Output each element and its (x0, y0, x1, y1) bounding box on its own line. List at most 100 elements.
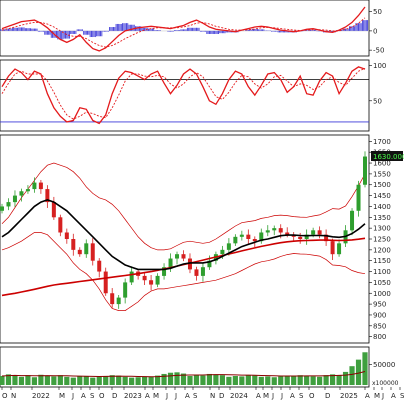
time-tick-label: M (153, 392, 159, 400)
price-tick-label: 900 (373, 311, 386, 319)
time-tick-label: D (112, 392, 117, 400)
candle-body (97, 260, 102, 272)
volume-bar (271, 377, 277, 385)
volume-bar (200, 375, 206, 385)
time-tick-label: D (219, 392, 224, 400)
candle-body (51, 202, 56, 218)
candle-body (239, 234, 244, 237)
price-tick-label: 950 (373, 301, 386, 309)
time-tick-label: S (299, 392, 304, 400)
time-tick-label: D (325, 392, 330, 400)
volume-bar (83, 376, 89, 385)
volume-bar (129, 377, 135, 385)
volume-bar (174, 372, 180, 385)
candle-body (45, 189, 50, 203)
volume-bar (304, 376, 310, 385)
candle-body (278, 228, 283, 233)
volume-bar (265, 376, 271, 385)
volume-bar (154, 375, 161, 385)
macd-line (1, 6, 366, 52)
time-tick-label: A (185, 392, 190, 400)
candle-body (298, 236, 303, 239)
candle-body (317, 230, 322, 235)
volume-bar (161, 373, 167, 385)
time-tick-label: M (374, 392, 380, 400)
candle-body (90, 243, 95, 261)
stochastic-tick-label: 50 (373, 97, 382, 105)
time-tick-label: S (90, 392, 95, 400)
bollinger-lower-band (1, 232, 366, 311)
volume-bar (219, 375, 225, 385)
volume-plot (0, 352, 368, 385)
candle-body (64, 232, 69, 239)
last-price-label: 1630.000 (371, 151, 404, 161)
candle-body (149, 280, 154, 285)
candle-body (200, 267, 205, 276)
volume-bar (226, 376, 232, 385)
price-tick-label: 1350 (373, 214, 391, 222)
candle-body (220, 249, 225, 255)
price-panel: 1700165016001550150014501400135013001250… (0, 134, 404, 344)
candle-body (233, 236, 238, 244)
price-axis: 1700165016001550150014501400135013001250… (369, 138, 391, 341)
volume-bar (252, 375, 258, 385)
volume-bar (278, 376, 284, 385)
stochastic-tick-label: 100 (373, 62, 386, 70)
volume-bar (187, 376, 193, 385)
volume-bar (180, 373, 187, 385)
candle-body (246, 234, 251, 239)
time-tick-label: A (365, 392, 370, 400)
volume-panel: 50000 x100000 (0, 346, 399, 388)
volume-bar (355, 359, 362, 385)
candle-body (58, 217, 63, 233)
candle-body (84, 243, 89, 255)
time-tick-label: J (165, 392, 168, 400)
volume-bar (323, 375, 329, 385)
candle-body (25, 189, 30, 192)
price-tick-label: 1200 (373, 246, 391, 254)
price-tick-label: 850 (373, 322, 386, 330)
bollinger-upper-band (1, 162, 366, 251)
candle-body (207, 260, 212, 268)
macd-axis: 50 0 -50 (369, 8, 384, 55)
volume-bar (64, 376, 70, 385)
volume-bar (25, 375, 31, 385)
macd-plot (0, 6, 369, 52)
time-tick-label: M (263, 392, 269, 400)
candle-body (123, 282, 128, 298)
macd-frame (0, 0, 370, 57)
price-tick-label: 1400 (373, 203, 391, 211)
time-tick-label: 2024 (230, 392, 248, 400)
time-tick-label: 2022 (32, 392, 50, 400)
volume-bar (362, 352, 368, 385)
time-tick-label: A (256, 392, 261, 400)
last-price-value: 1630.000 (373, 153, 404, 161)
time-tick-label: O (309, 392, 315, 400)
volume-bar (135, 377, 141, 385)
volume-bar (122, 376, 128, 385)
volume-bar (142, 376, 148, 385)
volume-bar (57, 375, 63, 385)
volume-bar (284, 375, 290, 385)
candle-body (265, 230, 270, 233)
volume-bar (116, 375, 122, 385)
volume-bar (167, 372, 174, 385)
volume-bar (245, 375, 251, 385)
volume-bar (297, 375, 303, 385)
candle-body (350, 210, 355, 231)
stochastic-panel: 100 50 (0, 59, 386, 132)
price-tick-label: 1150 (373, 257, 391, 265)
time-tick-label: J (381, 392, 384, 400)
price-tick-label: 1250 (373, 236, 391, 244)
candle-body (103, 271, 108, 294)
candle-body (71, 239, 76, 250)
volume-bar (90, 377, 96, 385)
candle-body (0, 206, 4, 211)
candle-body (155, 275, 160, 285)
volume-bar (44, 375, 50, 385)
price-tick-label: 1050 (373, 279, 391, 287)
candle-body (337, 243, 342, 255)
price-plot (0, 151, 367, 311)
volume-bar (18, 376, 25, 385)
volume-bar (38, 374, 44, 385)
